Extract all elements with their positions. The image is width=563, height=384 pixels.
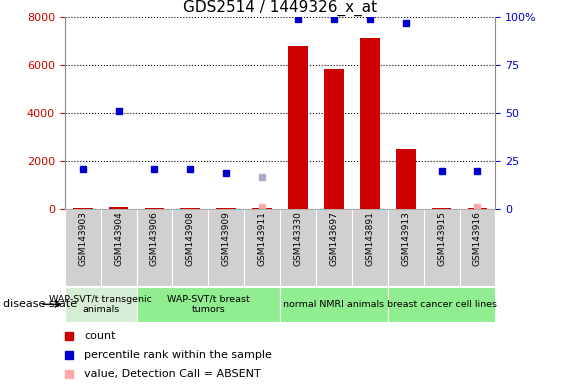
Bar [216, 208, 236, 209]
Bar [288, 46, 308, 209]
Text: normal NMRI animals: normal NMRI animals [283, 300, 385, 309]
Bar [360, 38, 379, 209]
Bar [73, 208, 92, 209]
Bar [396, 149, 415, 209]
Bar [181, 208, 200, 209]
Bar [388, 287, 495, 322]
Text: WAP-SVT/t breast
tumors: WAP-SVT/t breast tumors [167, 295, 249, 314]
Bar [324, 69, 344, 209]
Text: value, Detection Call = ABSENT: value, Detection Call = ABSENT [84, 369, 261, 379]
Text: GSM143697: GSM143697 [329, 211, 338, 266]
Text: breast cancer cell lines: breast cancer cell lines [387, 300, 497, 309]
Bar [65, 209, 101, 286]
Text: GSM143330: GSM143330 [293, 211, 302, 266]
Text: GSM143911: GSM143911 [258, 211, 267, 266]
Bar [101, 209, 137, 286]
Bar [137, 209, 172, 286]
Text: percentile rank within the sample: percentile rank within the sample [84, 350, 272, 360]
Text: GSM143913: GSM143913 [401, 211, 410, 266]
Bar [459, 209, 495, 286]
Text: GSM143908: GSM143908 [186, 211, 195, 266]
Text: GSM143891: GSM143891 [365, 211, 374, 266]
Bar [352, 209, 388, 286]
Bar [388, 209, 424, 286]
Text: GSM143916: GSM143916 [473, 211, 482, 266]
Bar [468, 208, 488, 209]
Text: disease state: disease state [3, 299, 77, 310]
Bar [208, 209, 244, 286]
Bar [280, 209, 316, 286]
Bar [432, 208, 452, 209]
Bar [244, 209, 280, 286]
Text: GSM143903: GSM143903 [78, 211, 87, 266]
Title: GDS2514 / 1449326_x_at: GDS2514 / 1449326_x_at [183, 0, 377, 16]
Text: GSM143906: GSM143906 [150, 211, 159, 266]
Text: GSM143909: GSM143909 [222, 211, 231, 266]
Bar [65, 287, 137, 322]
Bar [109, 207, 128, 209]
Bar [316, 209, 352, 286]
Bar [252, 208, 272, 209]
Bar [280, 287, 388, 322]
Text: WAP-SVT/t transgenic
animals: WAP-SVT/t transgenic animals [49, 295, 152, 314]
Text: GSM143904: GSM143904 [114, 211, 123, 266]
Text: count: count [84, 331, 115, 341]
Bar [137, 287, 280, 322]
Text: GSM143915: GSM143915 [437, 211, 446, 266]
Bar [145, 208, 164, 209]
Bar [424, 209, 459, 286]
Bar [172, 209, 208, 286]
